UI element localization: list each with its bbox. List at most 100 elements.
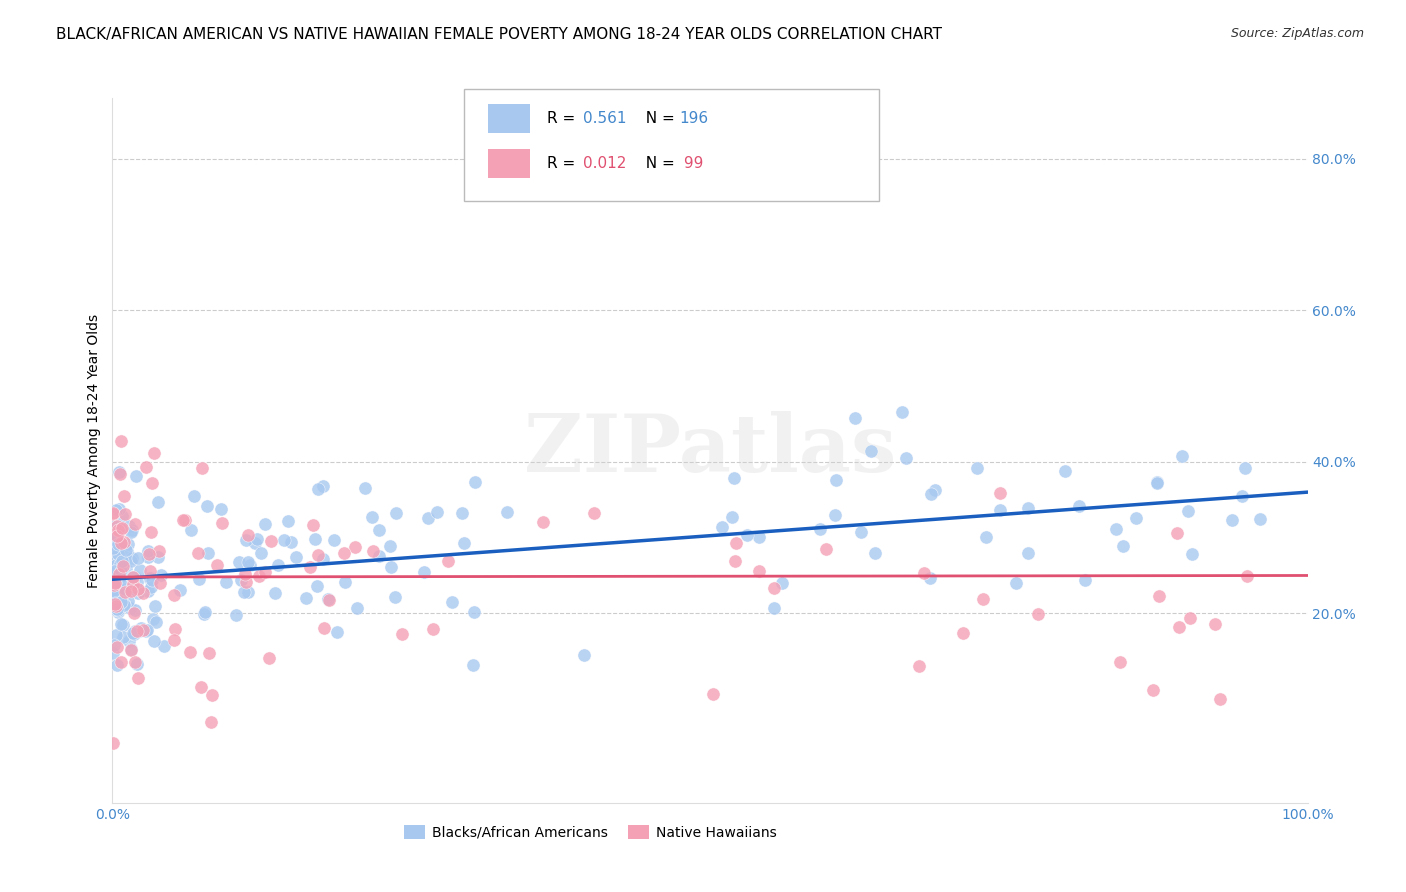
Point — [1146, 475, 1168, 489]
Point — [243, 536, 266, 550]
Point — [1170, 450, 1192, 464]
Point — [163, 632, 186, 647]
Point — [110, 655, 132, 669]
Point — [254, 565, 277, 579]
Point — [384, 590, 406, 604]
Point — [1166, 526, 1188, 541]
Point — [849, 525, 872, 540]
Point — [103, 596, 125, 610]
Point — [105, 558, 128, 573]
Point — [107, 563, 129, 577]
Point — [107, 547, 129, 561]
Point — [464, 475, 486, 490]
Point — [250, 546, 273, 560]
Point — [108, 566, 131, 581]
Point — [165, 622, 187, 636]
Point — [253, 517, 276, 532]
Point — [865, 546, 887, 560]
Point — [190, 681, 212, 695]
Point — [148, 550, 170, 565]
Point — [908, 659, 931, 673]
Point — [103, 541, 125, 556]
Point — [103, 576, 125, 591]
Point — [107, 537, 129, 551]
Point — [1147, 590, 1170, 604]
Point — [141, 574, 163, 588]
Point — [118, 568, 141, 582]
Point — [104, 588, 127, 602]
Point — [451, 506, 474, 520]
Point — [122, 627, 145, 641]
Point — [236, 585, 259, 599]
Point — [127, 657, 149, 672]
Point — [105, 640, 128, 655]
Point — [128, 624, 150, 638]
Point — [103, 735, 125, 749]
Point — [426, 505, 449, 519]
Point — [114, 542, 136, 557]
Point — [378, 539, 401, 553]
Point — [124, 655, 146, 669]
Point — [976, 530, 998, 544]
Point — [120, 583, 142, 598]
Point — [188, 572, 211, 586]
Point — [118, 633, 141, 648]
Point — [762, 581, 785, 595]
Point — [107, 542, 129, 557]
Point — [531, 515, 554, 529]
Point — [1017, 500, 1039, 515]
Point — [1069, 499, 1091, 513]
Point — [920, 571, 942, 585]
Point — [112, 589, 135, 603]
Point — [139, 571, 162, 585]
Point — [335, 574, 357, 589]
Point — [110, 558, 132, 572]
Point — [136, 623, 159, 637]
Point — [380, 559, 402, 574]
Point — [1111, 540, 1133, 554]
Point — [239, 558, 262, 572]
Point — [1168, 619, 1191, 633]
Point — [322, 533, 344, 547]
Point — [1142, 683, 1164, 698]
Point — [103, 574, 125, 588]
Point — [143, 634, 166, 648]
Text: ZIPatlas: ZIPatlas — [524, 411, 896, 490]
Point — [763, 600, 786, 615]
Point — [139, 580, 162, 594]
Point — [105, 529, 128, 543]
Point — [125, 574, 148, 589]
Point — [103, 574, 125, 589]
Point — [124, 517, 146, 532]
Point — [891, 405, 914, 419]
Point — [236, 528, 259, 542]
Point — [145, 615, 167, 630]
Point — [318, 593, 340, 607]
Point — [748, 530, 770, 544]
Point — [1249, 512, 1271, 526]
Point — [1109, 655, 1132, 669]
Point — [461, 658, 484, 673]
Point — [127, 551, 149, 566]
Point — [702, 687, 724, 701]
Point — [108, 465, 131, 479]
Point — [152, 639, 174, 653]
Point — [361, 510, 384, 524]
Point — [114, 582, 136, 597]
Point — [228, 555, 250, 569]
Point — [193, 607, 215, 621]
Point — [107, 605, 129, 619]
Point — [1146, 475, 1168, 490]
Point — [207, 558, 229, 573]
Point — [391, 627, 413, 641]
Point — [1181, 547, 1204, 561]
Point — [463, 605, 485, 619]
Point — [368, 549, 391, 563]
Point — [988, 485, 1011, 500]
Point — [247, 569, 270, 583]
Point — [326, 624, 349, 639]
Point — [103, 578, 125, 592]
Point — [194, 605, 217, 619]
Point — [101, 566, 124, 580]
Point — [124, 607, 146, 621]
